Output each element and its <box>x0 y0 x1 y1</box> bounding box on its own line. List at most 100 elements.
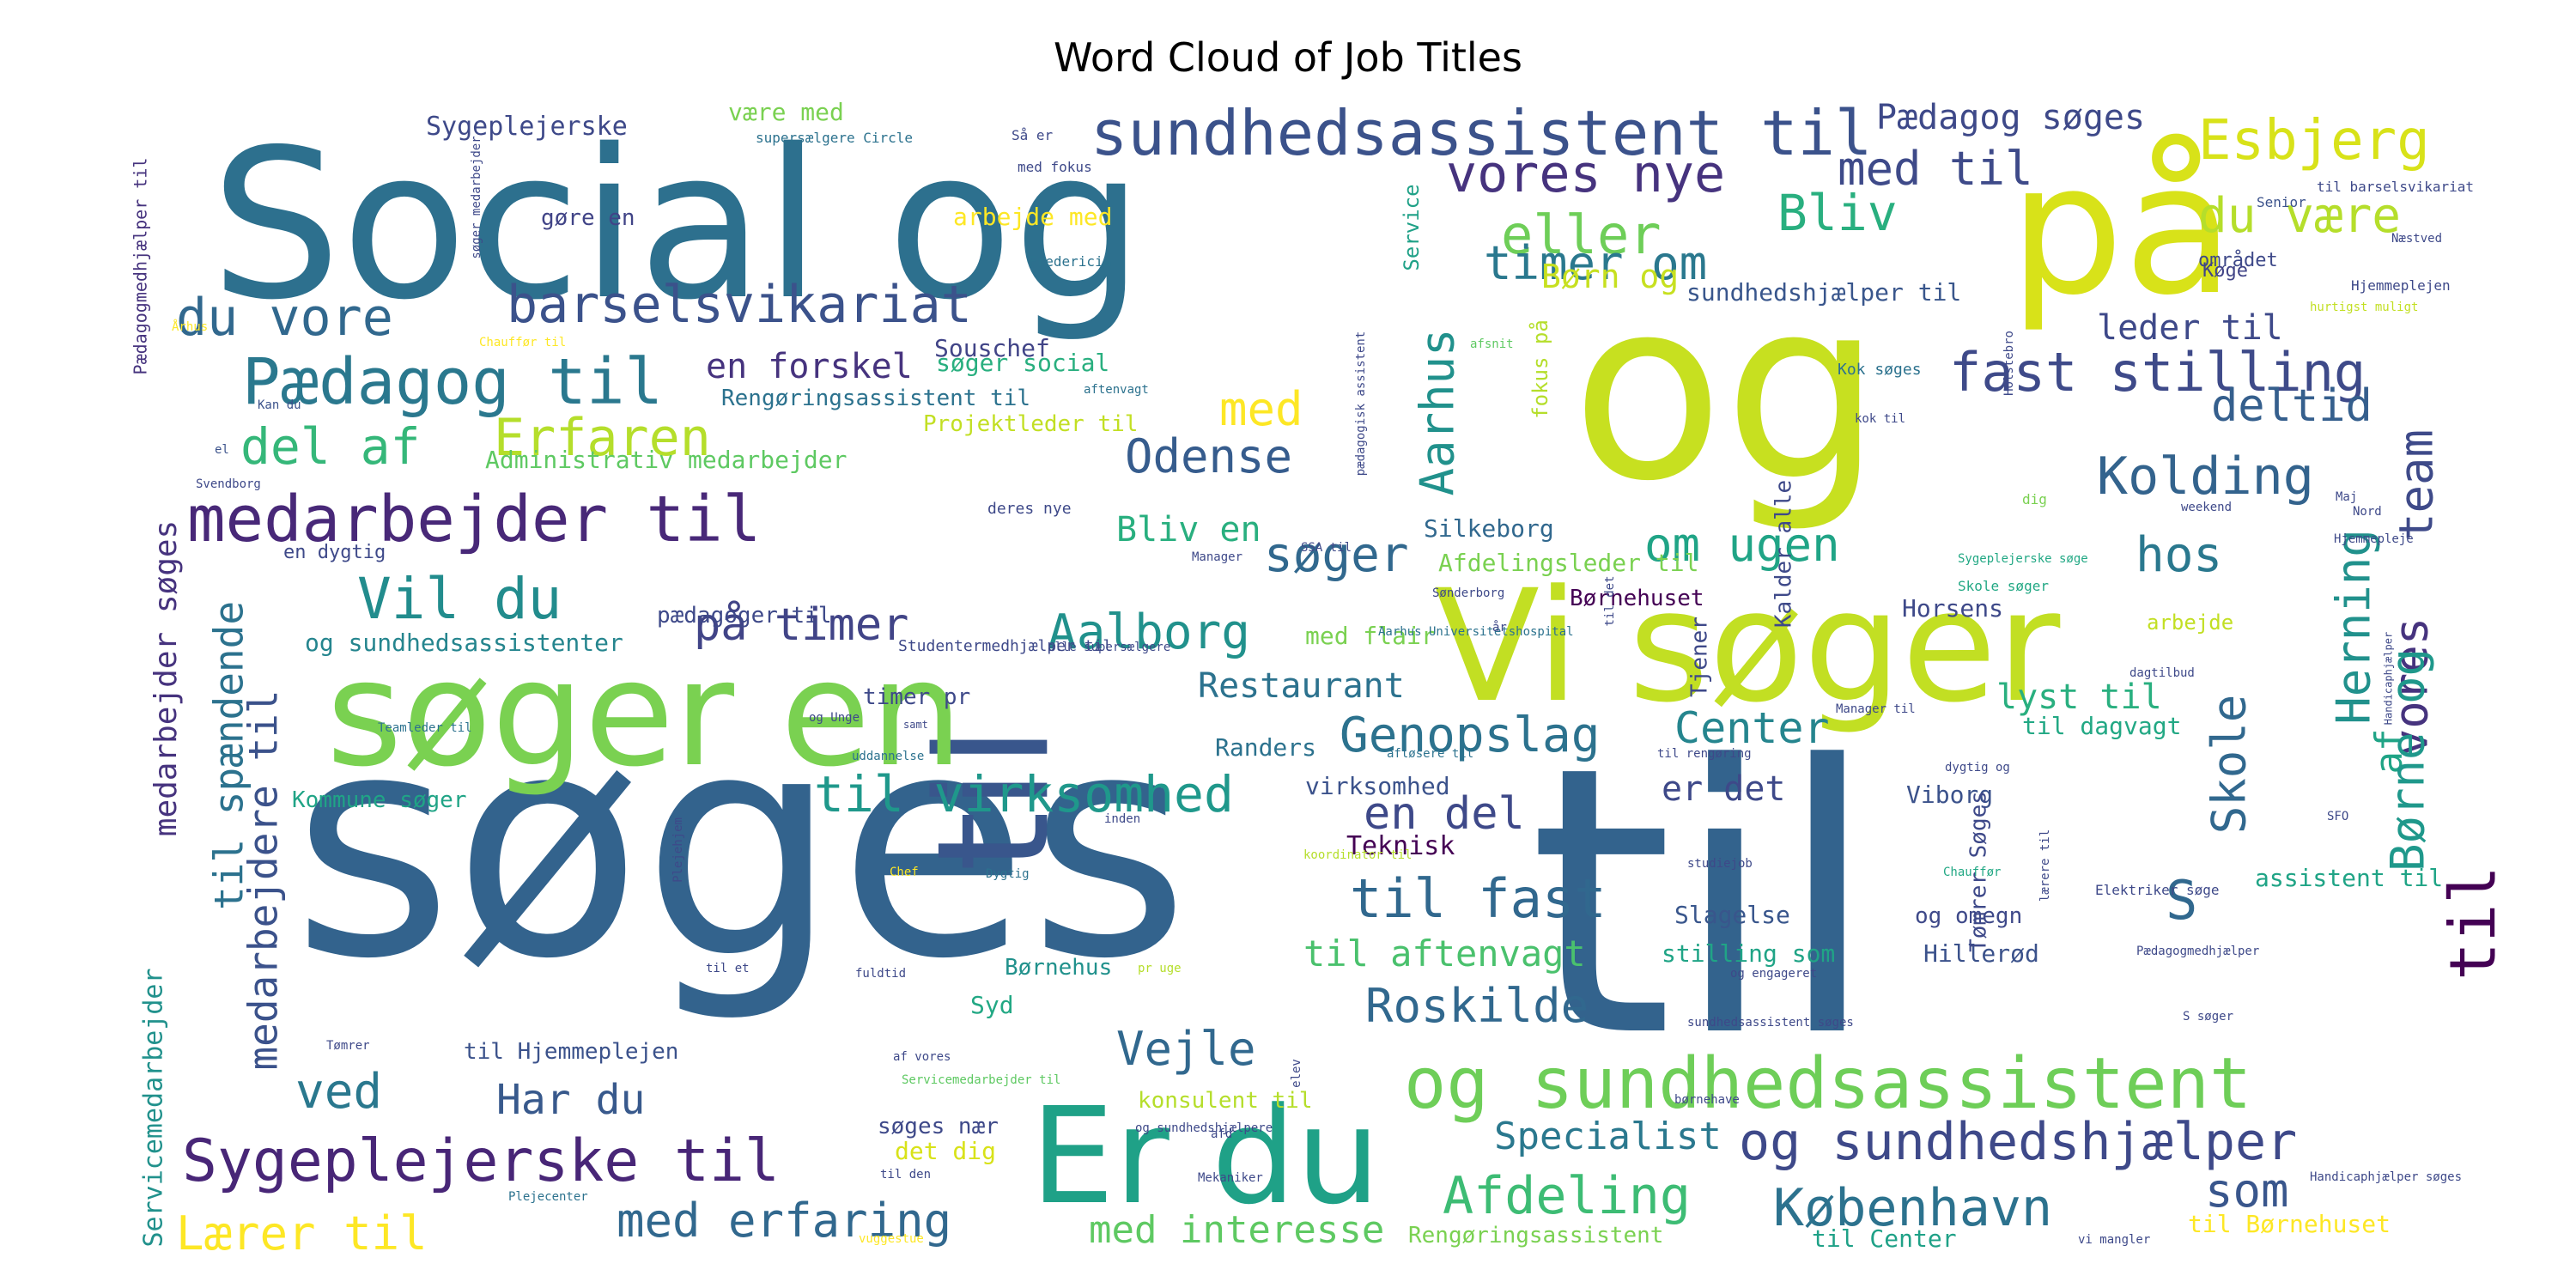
word-14: og sundhedshjælper <box>1739 1112 2297 1172</box>
word-66: vores <box>2385 617 2439 757</box>
word-148: Skole søger <box>1958 578 2049 594</box>
word-60: er det <box>1662 769 1786 809</box>
word-76: være med <box>728 98 844 126</box>
word-34: med erfaring <box>617 1194 951 1248</box>
word-176: Chauffør <box>1943 866 2001 879</box>
word-58: leder til <box>2097 308 2283 348</box>
word-136: Holstebro <box>2002 331 2016 396</box>
word-152: Maj <box>2336 490 2357 504</box>
word-10: sundhedsassistent til <box>1091 97 1872 169</box>
word-122: Pædagogmedhjælper til <box>131 158 151 375</box>
word-25: Erfaren <box>494 408 711 468</box>
word-19: fast stilling <box>1949 341 2366 404</box>
word-193: til den <box>880 1168 931 1182</box>
word-112: Køge <box>2202 260 2248 282</box>
word-120: Tømrer Søges <box>1966 791 1992 952</box>
word-174: Chef <box>890 866 919 879</box>
word-8: Er du <box>1030 1078 1381 1234</box>
word-38: med til <box>1838 142 2033 196</box>
word-85: og sundhedsassistenter <box>305 629 623 657</box>
word-192: afd <box>1211 1127 1232 1141</box>
word-165: afløsere til <box>1387 747 1473 761</box>
word-54: med <box>1219 382 1303 436</box>
word-124: med fokus <box>1018 159 1092 175</box>
word-169: SFO <box>2327 810 2348 823</box>
word-30: Esbjerg <box>2198 109 2430 173</box>
word-158: år <box>1492 620 1507 635</box>
word-82: Projektleder til <box>923 411 1138 437</box>
word-171: inden <box>1104 812 1140 826</box>
word-28: Odense <box>1125 429 1292 483</box>
word-110: sundhedshjælper til <box>1686 278 1961 307</box>
word-128: Chauffør til <box>479 336 566 349</box>
word-185: Tømrer <box>326 1039 370 1053</box>
word-88: virksomhed <box>1305 772 1450 800</box>
word-5: til <box>904 726 1084 872</box>
word-135: kok til <box>1855 412 1905 426</box>
word-117: Kalder alle <box>1771 480 1797 628</box>
word-87: Randers <box>1215 733 1316 762</box>
word-100: til Børnehuset <box>2188 1210 2391 1238</box>
word-80: søger social <box>936 349 1109 377</box>
word-95: konsulent til <box>1138 1088 1313 1114</box>
word-2: Social og <box>210 105 1144 345</box>
word-26: del af <box>240 417 421 476</box>
word-32: Roskilde <box>1365 979 1589 1033</box>
word-20: til virksomhed <box>814 765 1234 823</box>
word-140: Århus <box>172 319 208 334</box>
word-150: dig <box>2022 491 2047 507</box>
word-40: søger <box>1264 527 1409 583</box>
word-113: assistent til <box>2255 864 2443 892</box>
word-50: til aftenvagt <box>1303 933 1586 975</box>
word-105: timer pr <box>863 684 970 710</box>
word-48: Har du <box>496 1076 645 1124</box>
word-4: på <box>2009 125 2234 335</box>
word-65: Aarhus <box>1411 328 1465 495</box>
word-102: Afdelingsleder til <box>1438 549 1698 577</box>
word-101: Silkeborg <box>1424 514 1554 543</box>
word-161: og Unge <box>809 711 860 725</box>
word-127: Fredericia <box>1029 253 1111 270</box>
word-61: en forskel <box>706 347 913 386</box>
word-79: Souschef <box>934 334 1050 362</box>
word-57: Børn og <box>1541 258 1679 295</box>
word-131: Hjemmeplejen <box>2351 277 2451 294</box>
word-198: vi mangler <box>2078 1233 2150 1247</box>
word-0: søges <box>292 666 1189 1026</box>
word-52: med interesse <box>1089 1208 1384 1252</box>
word-166: til rengøring <box>1657 747 1752 761</box>
word-22: Genopslag <box>1340 708 1600 763</box>
word-18: du vore <box>176 288 393 348</box>
word-126: søger medarbejder <box>470 136 483 258</box>
word-177: lærere til <box>2038 829 2052 902</box>
word-173: studiejob <box>1687 857 1753 871</box>
word-108: og omegn <box>1915 903 2022 929</box>
word-130: til barselsvikariat <box>2317 179 2474 195</box>
word-133: hurtigst muligt <box>2310 301 2418 314</box>
word-51: Specialist <box>1494 1115 1722 1158</box>
word-182: pr uge <box>1138 962 1182 975</box>
word-97: det dig <box>895 1137 996 1165</box>
word-146: pædagogisk assistent <box>1354 331 1368 477</box>
word-144: SSA til <box>1301 541 1352 555</box>
word-15: Vil du <box>357 566 562 632</box>
word-194: Mekaniker <box>1198 1171 1263 1185</box>
word-184: S søger <box>2183 1010 2233 1024</box>
word-197: Handicaphjælper søges <box>2310 1170 2462 1184</box>
word-55: Restaurant <box>1198 666 1405 706</box>
word-13: Sygeplejerske til <box>182 1127 780 1195</box>
word-31: du være <box>2198 188 2401 244</box>
word-21: til fast <box>1350 867 1607 930</box>
word-62: S <box>2166 869 2197 932</box>
word-93: til Hjemmeplejen <box>464 1039 678 1065</box>
word-106: Horsens <box>1902 594 2003 623</box>
word-75: Sygeplejerske <box>426 112 628 142</box>
word-134: Kok søges <box>1838 361 1922 379</box>
word-98: Rengøringsassistent <box>1408 1223 1663 1249</box>
word-96: søges nær <box>878 1114 999 1139</box>
word-68: Børne og <box>2381 648 2435 872</box>
word-99: til Center <box>1812 1224 1957 1253</box>
word-162: samt <box>903 719 928 731</box>
word-78: gøre en <box>541 205 635 231</box>
word-63: af <box>2367 729 2411 775</box>
